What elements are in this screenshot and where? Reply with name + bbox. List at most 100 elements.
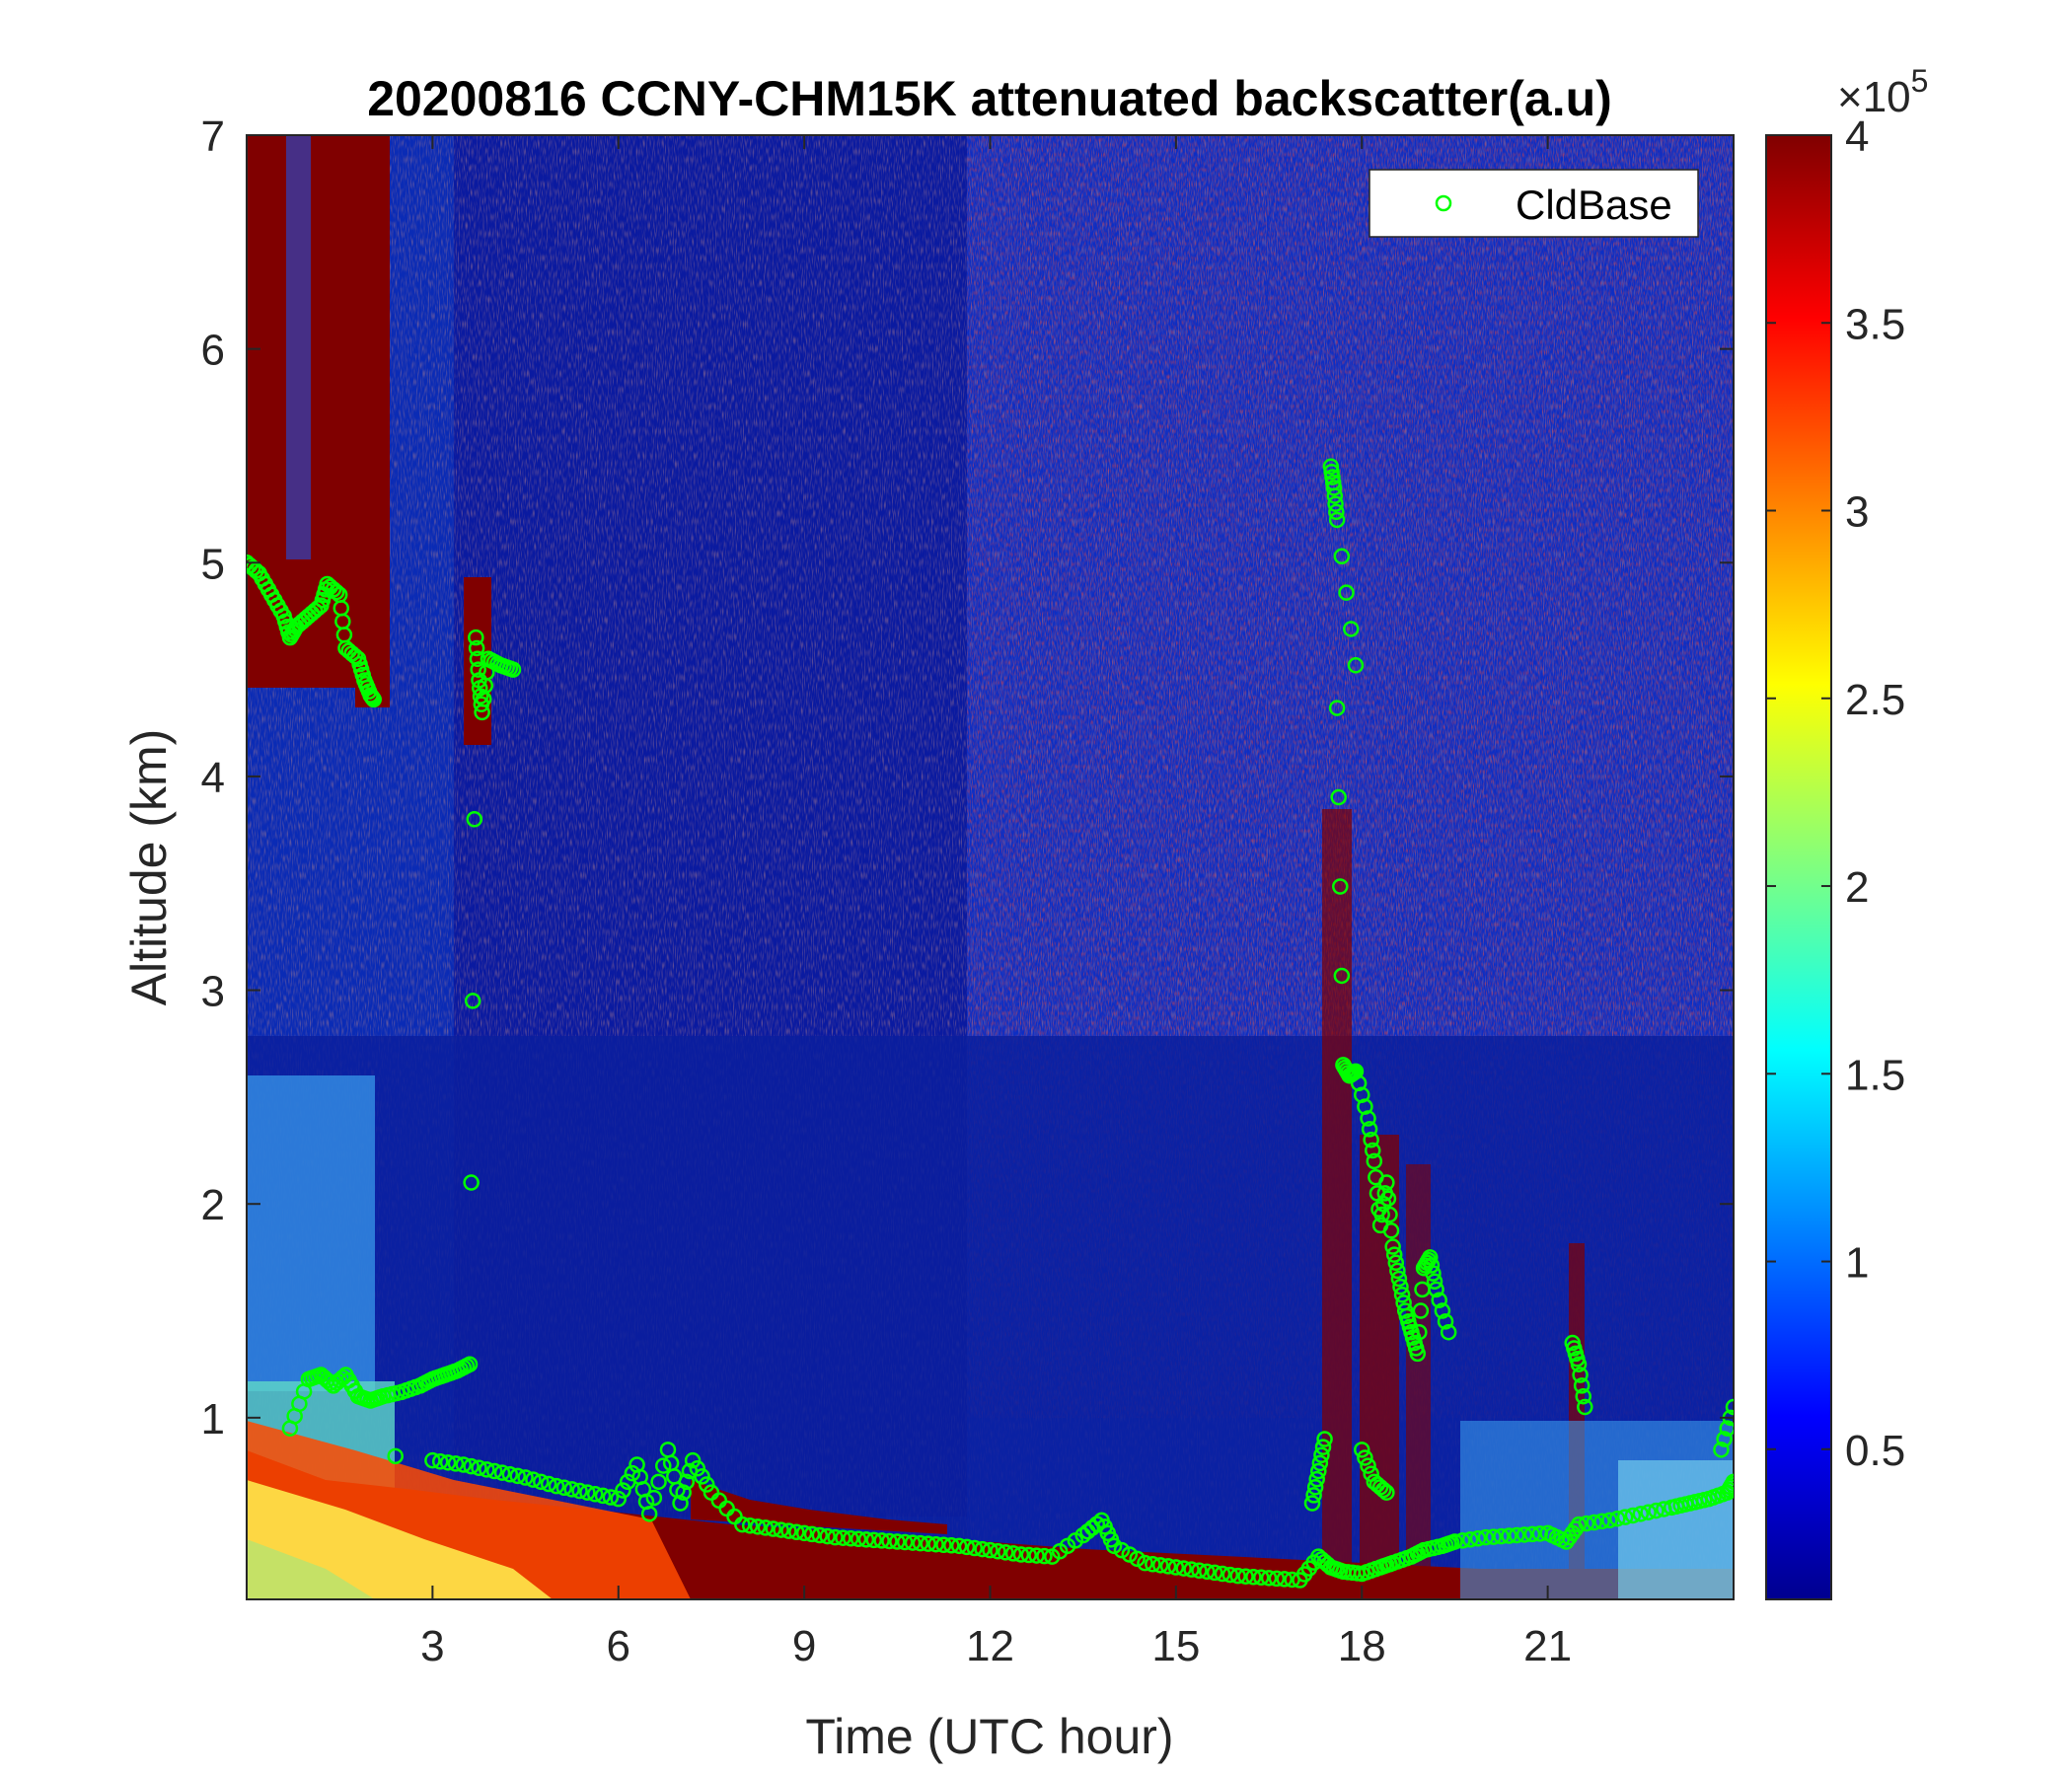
cldbase-point [1569, 1351, 1586, 1368]
cldbase-point [319, 1371, 335, 1389]
cldbase-point [309, 1368, 327, 1384]
cldbase-point [1414, 1281, 1431, 1298]
cldbase-point [974, 1540, 991, 1558]
cldbase-point [485, 1462, 503, 1480]
cldbase-point [1310, 1462, 1327, 1480]
cldbase-point [1572, 1367, 1589, 1383]
cldbase-point [1501, 1527, 1517, 1544]
cldbase-point [586, 1486, 604, 1503]
cldbase-point [773, 1521, 789, 1538]
cldbase-point [1354, 1442, 1370, 1458]
cldbase-point [920, 1535, 936, 1552]
cldbase-point [1330, 788, 1347, 806]
colorbar-multiplier-exponent: 5 [1911, 63, 1929, 99]
cldbase-point [346, 647, 364, 665]
colorbar: 0.5 1 1.5 2 2.5 3 3.5 4 ×105 [1765, 63, 1928, 1600]
cldbase-point [1036, 1547, 1053, 1565]
cldbase-point [1175, 1560, 1192, 1577]
cldbase-point [458, 1358, 476, 1374]
cldbase-point [533, 1473, 550, 1491]
x-tick-label: 6 [607, 1622, 630, 1670]
cldbase-point [325, 581, 342, 598]
cldbase-point [1632, 1506, 1650, 1522]
cldbase-point [1721, 1481, 1734, 1499]
cldbase-point [637, 1493, 655, 1511]
x-tick-label: 9 [792, 1622, 816, 1670]
cldbase-point [1411, 1323, 1428, 1341]
legend-box [1369, 169, 1699, 238]
cldbase-point [470, 661, 486, 678]
colorbar-tick-label: 3.5 [1845, 300, 1905, 348]
cldbase-point [1360, 1457, 1376, 1474]
legend-label-cldbase: CldBase [1516, 182, 1672, 228]
cldbase-point [950, 1537, 968, 1555]
cldbase-point [1151, 1557, 1169, 1574]
heatmap [247, 135, 1734, 1599]
cldbase-point [306, 602, 324, 620]
y-tick-label: 2 [201, 1181, 225, 1229]
cldbase-point [1392, 1278, 1409, 1295]
cldbase-point [904, 1534, 922, 1551]
cldbase-point [1423, 1257, 1441, 1274]
cldbase-point [1695, 1492, 1713, 1509]
cldbase-point [850, 1530, 867, 1548]
cldbase-point [958, 1538, 976, 1556]
cldbase-point [927, 1535, 944, 1553]
cldbase-point [857, 1531, 875, 1548]
cldbase-point [1159, 1558, 1177, 1575]
cldbase-point [343, 645, 360, 662]
cldbase-point [1214, 1565, 1231, 1583]
y-tick-label: 5 [201, 540, 225, 588]
x-tick-label: 12 [966, 1622, 1014, 1670]
cldbase-point [943, 1537, 960, 1554]
cldbase-point [1722, 1479, 1734, 1496]
cldbase-point [247, 559, 261, 576]
cldbase-point [479, 1461, 495, 1478]
colorbar-gradient [1765, 134, 1832, 1600]
colorbar-ticks: 0.5 1 1.5 2 2.5 3 3.5 4 [1766, 112, 1905, 1475]
cldbase-point [803, 1525, 821, 1543]
cldbase-point [1102, 1531, 1120, 1548]
cldbase-point [1425, 1265, 1442, 1282]
cldbase-point [571, 1482, 588, 1500]
cldbase-point [1303, 1495, 1321, 1512]
cldbase-point [780, 1522, 797, 1539]
cldbase-point [1245, 1569, 1262, 1586]
cldbase-point [563, 1481, 580, 1498]
cldbase-point [1373, 1206, 1390, 1223]
cldbase-point [1229, 1567, 1246, 1585]
cldbase-point [1461, 1531, 1479, 1548]
cldbase-point [982, 1541, 999, 1559]
cldbase-point [439, 1454, 457, 1471]
cldbase-point [689, 1460, 706, 1477]
cldbase-point [1113, 1541, 1131, 1559]
cldbase-point [501, 660, 519, 677]
cldbase-point [1454, 1532, 1471, 1549]
cldbase-point [1328, 503, 1345, 521]
colorbar-multiplier: ×105 [1837, 63, 1928, 121]
cldbase-point [1305, 1487, 1322, 1504]
cldbase-point [842, 1530, 859, 1547]
cldbase-point [1578, 1515, 1595, 1532]
cldbase-point [1361, 1121, 1378, 1138]
colorbar-tick-label: 1 [1845, 1239, 1869, 1288]
cldbase-point [463, 1457, 480, 1475]
cldbase-point [1333, 548, 1351, 565]
cldbase-point [1381, 1206, 1398, 1223]
cldbase-point [819, 1527, 836, 1545]
cldbase-point [1440, 1323, 1457, 1341]
cldbase-point [1716, 1431, 1733, 1447]
cldbase-point [1593, 1513, 1610, 1530]
cldbase-point [966, 1539, 984, 1557]
legend-marker-cldbase [1435, 194, 1452, 212]
colorbar-tick-label: 0.5 [1845, 1427, 1905, 1475]
cldbase-point [1145, 1556, 1161, 1573]
cldbase-point [1393, 1287, 1411, 1303]
cldbase-point [1640, 1504, 1657, 1520]
cldbase-point [1137, 1554, 1153, 1572]
cldbase-point [624, 1464, 641, 1482]
cldbase-point [1371, 1479, 1389, 1496]
cldbase-point [1004, 1545, 1022, 1562]
cldbase-point [1363, 1131, 1379, 1148]
cldbase-point [1333, 967, 1351, 985]
